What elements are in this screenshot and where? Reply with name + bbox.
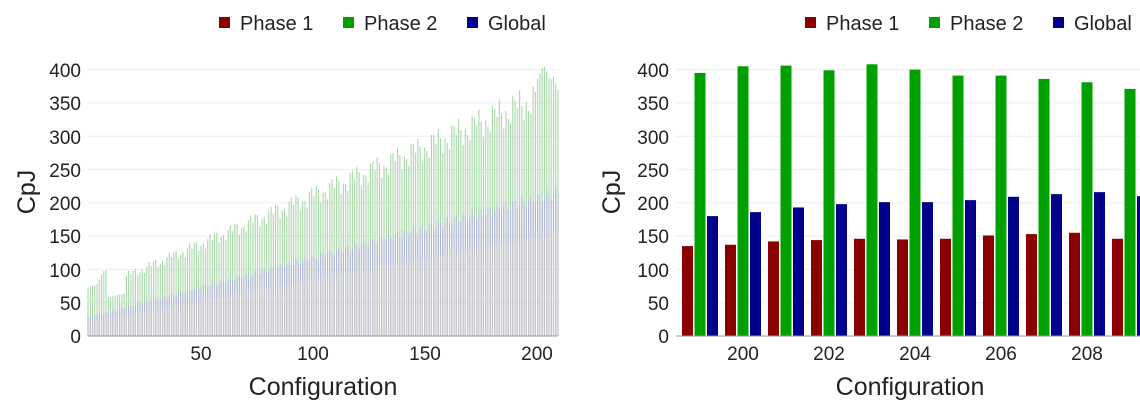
right-legend-label-phase2: Phase 2 [950,13,1023,35]
right-legend-swatch-phase2 [929,17,940,28]
left-y-tick: 300 [49,128,81,149]
phase2-bar [1081,82,1093,336]
left-y-tick: 0 [70,327,81,348]
left-bars [87,66,559,336]
phase1-bar [811,240,822,336]
phase2-bar [1038,78,1050,336]
left-y-tick: 250 [49,161,81,182]
right-bars [682,64,1140,337]
right-y-axis-title: CpJ [598,170,626,214]
left-y-tick: 400 [49,61,81,82]
right-legend-label-global: Global [1074,13,1132,35]
right-y-tick: 50 [648,294,669,315]
phase1-bar [682,246,693,336]
global-bar [879,202,890,336]
right-y-tick: 200 [637,194,669,215]
global-bar [1137,196,1140,336]
phase1-bar [1112,238,1123,336]
left-x-tick: 50 [190,344,211,365]
right-x-ticks: 200 202 204 206 208 [727,344,1103,365]
right-y-tick: 150 [637,227,669,248]
right-x-tick: 200 [727,344,759,365]
phase2-bar [694,72,706,337]
global-bar [1051,194,1062,336]
left-legend-swatch-global [467,17,478,28]
left-y-tick: 200 [49,194,81,215]
left-legend: Phase 1 Phase 2 Global [219,13,546,35]
right-y-tick: 100 [637,261,669,282]
left-legend-label-phase2: Phase 2 [364,13,437,35]
left-legend-swatch-phase2 [343,17,354,28]
global-bar [1008,196,1019,336]
left-y-axis-title: CpJ [13,170,41,214]
phase2-bar [995,75,1007,337]
left-legend-swatch-phase1 [219,17,230,28]
left-y-tick: 50 [60,294,81,315]
right-y-tick: 0 [658,327,669,348]
right-x-tick: 202 [813,344,845,365]
left-x-axis-title: Configuration [249,373,398,400]
right-legend-swatch-global [1053,17,1064,28]
phase1-bar [1026,234,1037,336]
right-chart: 0 50 100 150 200 250 300 350 400 200 202… [598,13,1140,400]
global-bar [965,200,976,336]
right-y-tick: 300 [637,128,669,149]
phase2-bar [1124,88,1136,336]
phase2-bar [952,75,964,337]
right-y-tick: 350 [637,94,669,115]
left-x-ticks: 50 100 150 200 [190,344,552,365]
right-x-tick: 206 [985,344,1017,365]
phase1-bar [725,244,736,336]
left-y-ticks: 0 50 100 150 200 250 300 350 400 [49,61,81,348]
global-bar [707,216,718,336]
phase2-bar [866,64,878,336]
phase1-bar [1069,232,1080,336]
global-bar [793,207,804,336]
right-y-ticks: 0 50 100 150 200 250 300 350 400 [637,61,669,348]
global-bar [922,202,933,336]
left-y-tick: 150 [49,227,81,248]
left-x-tick: 100 [297,344,329,365]
phase1-bar [983,235,994,336]
right-x-tick: 204 [899,344,931,365]
right-legend-label-phase1: Phase 1 [826,13,899,35]
left-x-tick: 150 [409,344,441,365]
right-y-tick: 400 [637,61,669,82]
left-x-tick: 200 [521,344,553,365]
phase1-bar [940,238,951,336]
phase1-bar [768,241,779,336]
global-bar [1094,192,1105,336]
right-x-tick: 208 [1071,344,1103,365]
left-y-tick: 100 [49,261,81,282]
left-legend-label-global: Global [488,13,546,35]
global-bar [836,204,847,336]
left-legend-label-phase1: Phase 1 [240,13,313,35]
left-y-tick: 350 [49,94,81,115]
right-x-axis-title: Configuration [836,373,985,400]
phase2-bar [737,66,749,337]
phase2-bar [823,70,835,337]
phase1-bar [854,238,865,336]
global-bar [750,212,761,336]
phase2-bar [780,65,792,336]
phase2-bar [909,69,921,336]
phase1-bar [897,239,908,336]
right-legend-swatch-phase1 [805,17,816,28]
left-chart: 0 50 100 150 200 250 300 350 400 50 100 … [13,13,559,400]
right-legend: Phase 1 Phase 2 Global [805,13,1132,35]
right-y-tick: 250 [637,161,669,182]
